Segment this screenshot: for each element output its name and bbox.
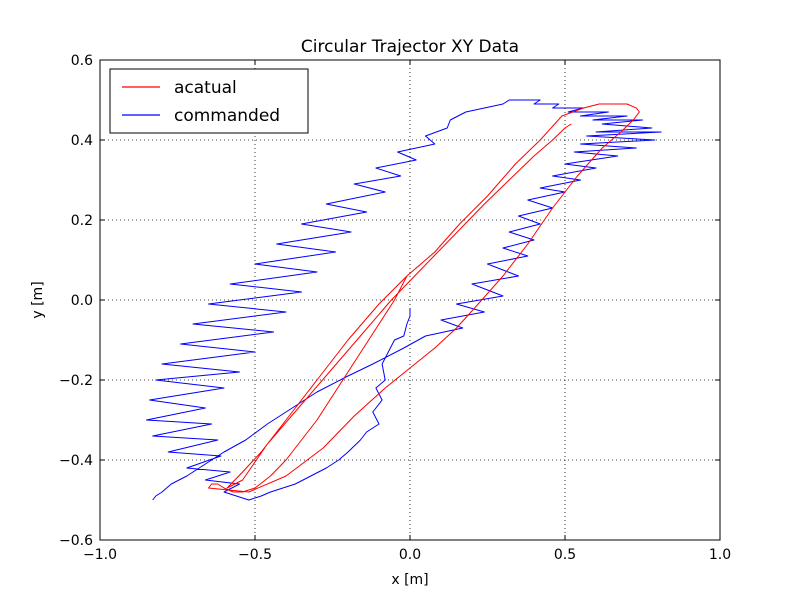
x-tick-label: −1.0 <box>83 547 117 563</box>
grid <box>100 60 720 540</box>
y-tick-label: −0.6 <box>59 533 93 549</box>
y-tick-label: −0.4 <box>59 453 93 469</box>
x-tick-label: −0.5 <box>238 547 272 563</box>
x-tick-label: 1.0 <box>709 547 731 563</box>
x-tick-label: 0.0 <box>399 547 421 563</box>
legend-label-acatual: acatual <box>174 78 237 98</box>
chart-title: Circular Trajector XY Data <box>301 37 519 57</box>
y-tick-label: 0.0 <box>71 293 93 309</box>
ticks: −1.0 −0.5 0.0 0.5 1.0 −0.6 −0.4 −0.2 0.0 0.2 0.4 0.… <box>59 53 731 563</box>
y-tick-label: 0.4 <box>71 133 93 149</box>
series-line-commanded <box>146 99 662 501</box>
plot-area <box>146 99 662 501</box>
series-line-acatual <box>208 103 640 493</box>
legend: acatual commanded <box>109 68 309 134</box>
legend-label-commanded: commanded <box>174 106 280 126</box>
y-tick-label: 0.2 <box>71 213 93 229</box>
y-tick-label: 0.6 <box>71 53 93 69</box>
legend-box <box>109 68 309 134</box>
x-tick-label: 0.5 <box>554 547 576 563</box>
y-axis-label: y [m] <box>30 281 46 318</box>
y-tick-label: −0.2 <box>59 373 93 389</box>
x-axis-label: x [m] <box>391 572 428 588</box>
